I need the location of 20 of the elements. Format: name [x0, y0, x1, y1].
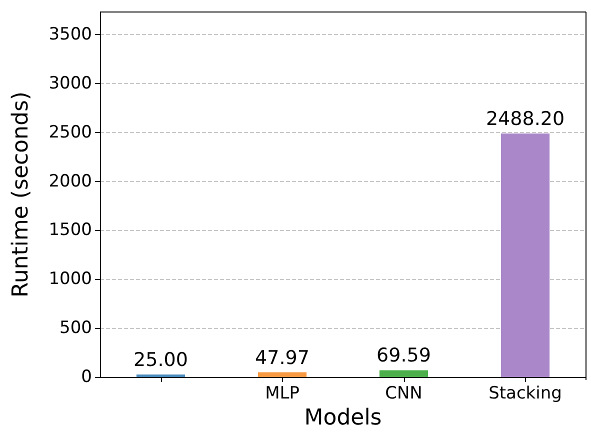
- y-tick-label: 0: [81, 367, 92, 387]
- bar: [379, 370, 428, 377]
- x-tick-label: Stacking: [488, 384, 562, 404]
- x-tick-label: CNN: [385, 384, 422, 404]
- data-label: 47.97: [255, 346, 310, 369]
- y-tick-label: 1500: [48, 220, 92, 240]
- data-label: 25.00: [134, 349, 188, 372]
- x-tick-label: MLP: [265, 384, 300, 404]
- y-tick-label: 2000: [48, 171, 92, 192]
- y-tick-label: 2500: [48, 122, 92, 142]
- y-tick-label: 3500: [48, 24, 92, 45]
- data-label: 69.59: [376, 344, 431, 367]
- x-axis-title: Models: [304, 406, 382, 430]
- data-label: 2488.20: [486, 108, 565, 130]
- bar: [258, 372, 307, 377]
- bar: [500, 134, 550, 377]
- y-axis-title: Runtime (seconds): [8, 92, 34, 298]
- y-tick-label: 3000: [48, 73, 92, 94]
- y-tick-label: 1000: [48, 269, 92, 290]
- y-tick-label: 500: [60, 318, 92, 338]
